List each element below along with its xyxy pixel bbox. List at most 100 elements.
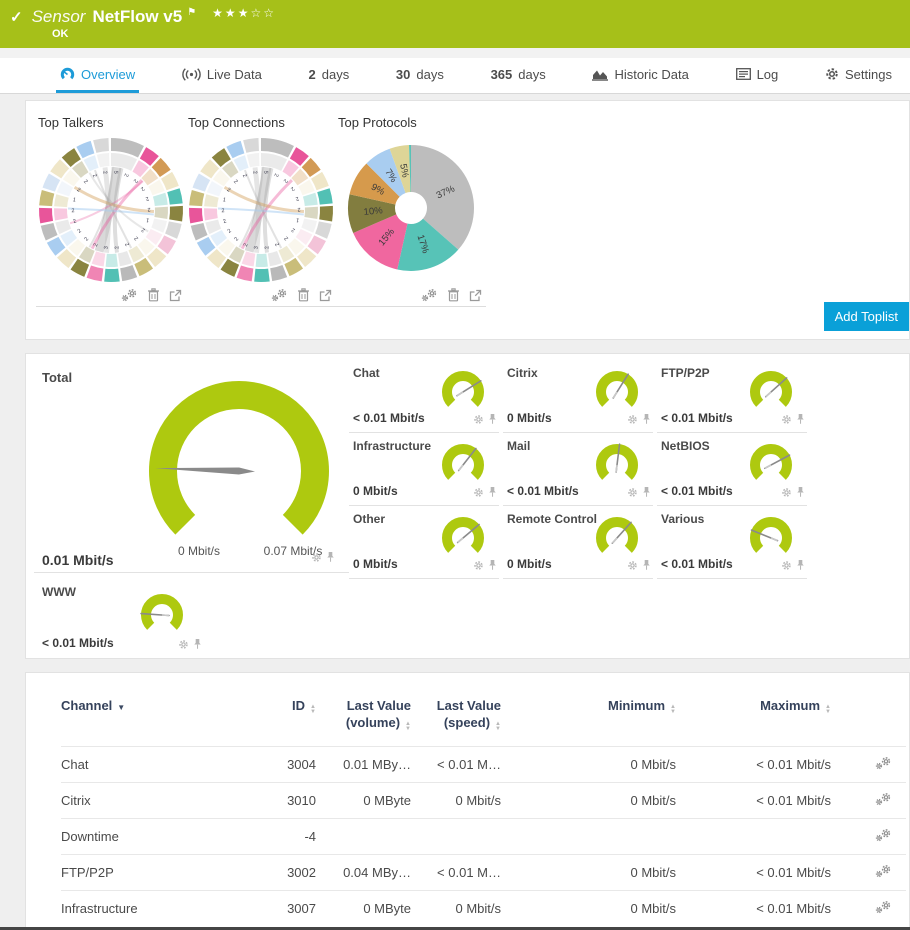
toplist-delete-trash-icon[interactable] [447,288,460,302]
gauge-gear-icon[interactable] [473,558,484,576]
channel-value: < 0.01 Mbit/s [661,484,733,498]
flag-icon[interactable]: ⚑ [187,6,197,18]
gauge-cell-actions [473,558,497,576]
tab-log[interactable]: Log [732,58,783,93]
svg-text:2: 2 [241,173,248,179]
channel-gauge [442,371,484,407]
toplist-delete-trash-icon[interactable] [147,288,160,302]
toplist-chart-graphic[interactable]: 37%17%15%10%9%7%5% [336,134,486,286]
channel-name: Infrastructure [353,439,432,453]
gauge-scale-max: 0.07 Mbit/s [263,544,323,558]
toplist-settings-gears-icon[interactable] [271,288,288,302]
tab-settings[interactable]: Settings [821,58,896,93]
column-header-maximum[interactable]: Maximum ▲ ▼ [760,698,831,715]
column-header-channel[interactable]: Channel ▼ [61,698,126,713]
tab-30-days[interactable]: 30 days [395,66,444,82]
gauge-gear-icon[interactable] [627,485,638,503]
gauge-cell-actions [781,558,805,576]
gauge-pin-icon[interactable] [796,558,805,576]
gauge-pin-icon[interactable] [642,558,651,576]
gauge-pin-icon[interactable] [488,485,497,503]
column-header-minimum[interactable]: Minimum ▲ ▼ [607,698,676,715]
channel-name: FTP/P2P [661,366,710,380]
gauge-pin-icon[interactable] [326,550,335,568]
toplist-open-external-icon[interactable] [469,289,482,302]
gauge-pin-icon[interactable] [796,412,805,430]
sort-icon: ▲ ▼ [310,704,316,715]
gauge-pin-icon[interactable] [488,558,497,576]
toplist-settings-gears-icon[interactable] [121,288,138,302]
svg-text:3: 3 [254,246,260,250]
gauge-cell-actions [311,550,335,568]
channel-gauge [596,517,638,553]
channel-gauge [750,371,792,407]
gauge-pin-icon[interactable] [193,637,202,655]
tab-historic-data[interactable]: Historic Data [588,58,692,93]
column-header-last-value-volume-[interactable]: Last Value (volume) ▲ ▼ [345,698,411,732]
tab-overview[interactable]: Overview [56,58,140,93]
channel-settings-gears-icon[interactable] [875,829,892,845]
gauge-cell-citrix: Citrix 0 Mbit/s [503,360,653,433]
svg-text:2: 2 [101,170,107,174]
gauge-gear-icon[interactable] [473,485,484,503]
cell-minimum [501,819,676,855]
svg-text:1: 1 [296,216,300,223]
cell-last-speed: 0 Mbit/s [455,793,501,808]
channel-gauge [750,444,792,480]
channel-name: Remote Control [507,512,597,526]
tab-365-days[interactable]: 365 days [490,66,546,82]
toplist-settings-gears-icon[interactable] [421,288,438,302]
channel-settings-gears-icon[interactable] [875,865,892,881]
channel-settings-gears-icon[interactable] [875,793,892,809]
sensor-header: ✓ Sensor NetFlow v5 ⚑ ★★★☆☆ OK [0,0,910,48]
gauge-gear-icon[interactable] [178,637,189,655]
priority-stars[interactable]: ★★★☆☆ [212,6,276,20]
sort-icon: ▲ ▼ [405,721,411,732]
toplist-open-external-icon[interactable] [169,289,182,302]
gauge-pin-icon[interactable] [796,485,805,503]
channel-name: Chat [353,366,380,380]
channel-settings-gears-icon[interactable] [875,901,892,917]
svg-text:5%: 5% [397,163,410,179]
svg-text:2: 2 [132,178,139,184]
toplist-delete-trash-icon[interactable] [297,288,310,302]
cell-maximum: < 0.01 Mbit/s [756,793,831,808]
live-icon [182,67,201,81]
cell-id: 3002 [287,865,316,880]
svg-text:2: 2 [272,172,279,177]
gear-icon [825,67,839,81]
gauge-pin-icon[interactable] [642,412,651,430]
svg-text:2: 2 [122,172,129,177]
svg-text:2: 2 [77,228,83,235]
gauge-gear-icon[interactable] [473,412,484,430]
tab-2-days[interactable]: 2 days [308,66,350,82]
channel-settings-gears-icon[interactable] [875,757,892,773]
tab-live-data[interactable]: Live Data [178,58,266,93]
channel-name: Various [661,512,705,526]
gauge-cell-actions [627,485,651,503]
gauges-left-column: Total 0 Mbit/s 0.07 Mbit/s 0.01 Mbit/s W… [34,360,349,659]
gauge-gear-icon[interactable] [781,558,792,576]
page-content: Top Talkers 5 2 2 2 2 2 1 2 2 2 2 3 2 2 2 2 2 1 2 2 2 2 Top Con… [0,94,910,930]
cell-maximum: < 0.01 Mbit/s [756,865,831,880]
svg-text:2: 2 [295,195,300,202]
column-header-last-value-speed-[interactable]: Last Value (speed) ▲ ▼ [436,698,501,732]
gauge-gear-icon[interactable] [627,558,638,576]
add-toplist-button[interactable]: Add Toplist [823,302,909,331]
gauge-gear-icon[interactable] [781,485,792,503]
svg-text:2: 2 [139,185,145,192]
gauge-gear-icon[interactable] [311,550,322,568]
gauge-pin-icon[interactable] [488,412,497,430]
gauge-gear-icon[interactable] [627,412,638,430]
gauge-pin-icon[interactable] [642,485,651,503]
cell-id: 3007 [287,901,316,916]
column-header-id[interactable]: ID ▲ ▼ [292,698,316,715]
channel-name: Other [353,512,386,526]
svg-text:2: 2 [274,241,281,247]
toplist-open-external-icon[interactable] [319,289,332,302]
toplist-top-protocols: Top Protocols 37% 17% 15% 10% 9% 7% 5% [336,115,486,307]
channel-value: 0 Mbit/s [353,557,398,571]
gauge-gear-icon[interactable] [781,412,792,430]
